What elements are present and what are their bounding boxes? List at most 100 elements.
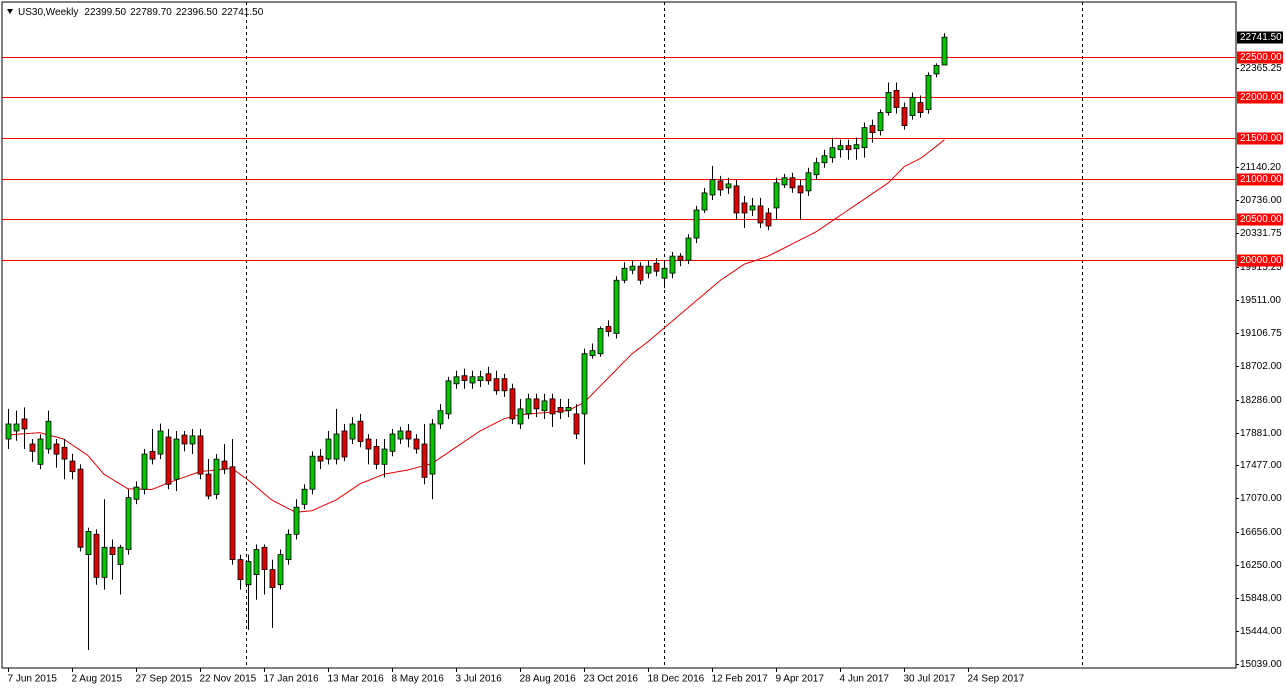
candle-body <box>37 438 44 465</box>
x-tick-label: 18 Dec 2016 <box>648 674 705 685</box>
y-tick-label: 19915.25 <box>1240 262 1282 273</box>
candle-body <box>741 202 748 214</box>
header-close: 22741.50 <box>222 7 264 18</box>
candle-body <box>365 438 372 450</box>
candle-body <box>685 237 692 261</box>
x-tick-label: 7 Jun 2015 <box>8 674 58 685</box>
x-tick-label: 8 May 2016 <box>392 674 445 685</box>
x-tick-label: 2 Aug 2015 <box>72 674 123 685</box>
candle-body <box>181 434 188 445</box>
candle-body <box>269 569 276 588</box>
candle-body <box>437 410 444 425</box>
y-tick-label: 19511.00 <box>1240 295 1281 306</box>
candle-body <box>421 443 428 478</box>
plot-frame <box>1 1 1237 669</box>
candle-body <box>261 546 268 570</box>
header-open: 22399.50 <box>84 7 126 18</box>
candle-body <box>749 205 756 211</box>
candle-body <box>149 450 156 460</box>
candle-body <box>693 209 700 239</box>
candle-body <box>381 448 388 465</box>
level-label-box <box>1237 132 1283 145</box>
y-tick-label: 15039.00 <box>1240 659 1282 670</box>
candle-body <box>541 400 548 412</box>
candle-body <box>837 145 844 151</box>
candle-body <box>325 438 332 460</box>
y-tick-label: 17477.00 <box>1240 460 1282 471</box>
candle-body <box>765 212 772 227</box>
x-tick-label: 22 Nov 2015 <box>200 674 257 685</box>
candle-body <box>501 378 508 392</box>
candle-body <box>357 420 364 442</box>
candle-body <box>565 406 572 412</box>
candle-body <box>237 559 244 581</box>
x-tick-label: 3 Jul 2016 <box>456 674 503 685</box>
candle-body <box>493 378 500 392</box>
candle-body <box>605 326 612 332</box>
candle-body <box>461 375 468 381</box>
candle-body <box>109 546 116 556</box>
candle-body <box>829 147 836 159</box>
candle-body <box>533 398 540 410</box>
candle-body <box>333 433 340 460</box>
x-tick-label: 4 Jun 2017 <box>840 674 890 685</box>
level-label: 20000.00 <box>1240 255 1282 266</box>
candle-body <box>445 380 452 415</box>
candle-body <box>53 443 60 455</box>
candle-body <box>573 413 580 435</box>
y-tick-label: 19106.75 <box>1240 328 1282 339</box>
price-label-box <box>1237 31 1283 44</box>
y-tick-label: 20736.00 <box>1240 195 1282 206</box>
candle-body <box>941 36 948 66</box>
candle-body <box>173 438 180 480</box>
candle-body <box>701 192 708 211</box>
candle-body <box>21 418 28 430</box>
chart-header: US30,Weekly 22399.50 22789.70 22396.50 22741… <box>18 7 264 18</box>
y-tick-label: 20331.75 <box>1240 228 1282 239</box>
header-high: 22789.70 <box>130 7 172 18</box>
candle-body <box>613 279 620 334</box>
candle-body <box>925 74 932 110</box>
candle-body <box>589 350 596 357</box>
candle-body <box>309 455 316 490</box>
x-tick-label: 13 Mar 2016 <box>328 674 385 685</box>
collapse-arrow[interactable] <box>7 9 13 14</box>
candle-body <box>245 561 252 586</box>
candle-body <box>141 453 148 490</box>
candle-body <box>557 406 564 413</box>
candle-body <box>901 107 908 126</box>
candle-body <box>45 420 52 450</box>
candle-body <box>581 353 588 415</box>
candle-body <box>317 455 324 462</box>
candle-body <box>821 155 828 164</box>
candle-body <box>125 497 132 550</box>
candle-body <box>397 430 404 440</box>
level-label-box <box>1237 213 1283 226</box>
candle-body <box>229 466 236 560</box>
candle-body <box>661 267 668 279</box>
candle-body <box>29 443 36 452</box>
candle-body <box>101 546 108 578</box>
x-tick-label: 17 Jan 2016 <box>264 674 319 685</box>
candle-body <box>861 127 868 149</box>
y-tick-label: 15848.00 <box>1240 593 1282 604</box>
candle-body <box>645 265 652 274</box>
candle-body <box>389 433 396 452</box>
candle-body <box>277 554 284 586</box>
candle-body <box>341 430 348 458</box>
candle-body <box>517 408 524 425</box>
candle-body <box>85 531 92 556</box>
candle-body <box>477 376 484 381</box>
y-tick-label: 17070.00 <box>1240 493 1282 504</box>
level-label: 22500.00 <box>1240 52 1282 63</box>
candle-body <box>61 446 68 460</box>
candle-body <box>5 423 12 440</box>
y-tick-label: 15444.00 <box>1240 626 1282 637</box>
candle-body <box>757 205 764 224</box>
y-tick-label: 16250.00 <box>1240 560 1282 571</box>
candle-body <box>189 435 196 445</box>
candle-body <box>797 185 804 194</box>
candle-body <box>885 92 892 113</box>
candle-body <box>469 376 476 384</box>
